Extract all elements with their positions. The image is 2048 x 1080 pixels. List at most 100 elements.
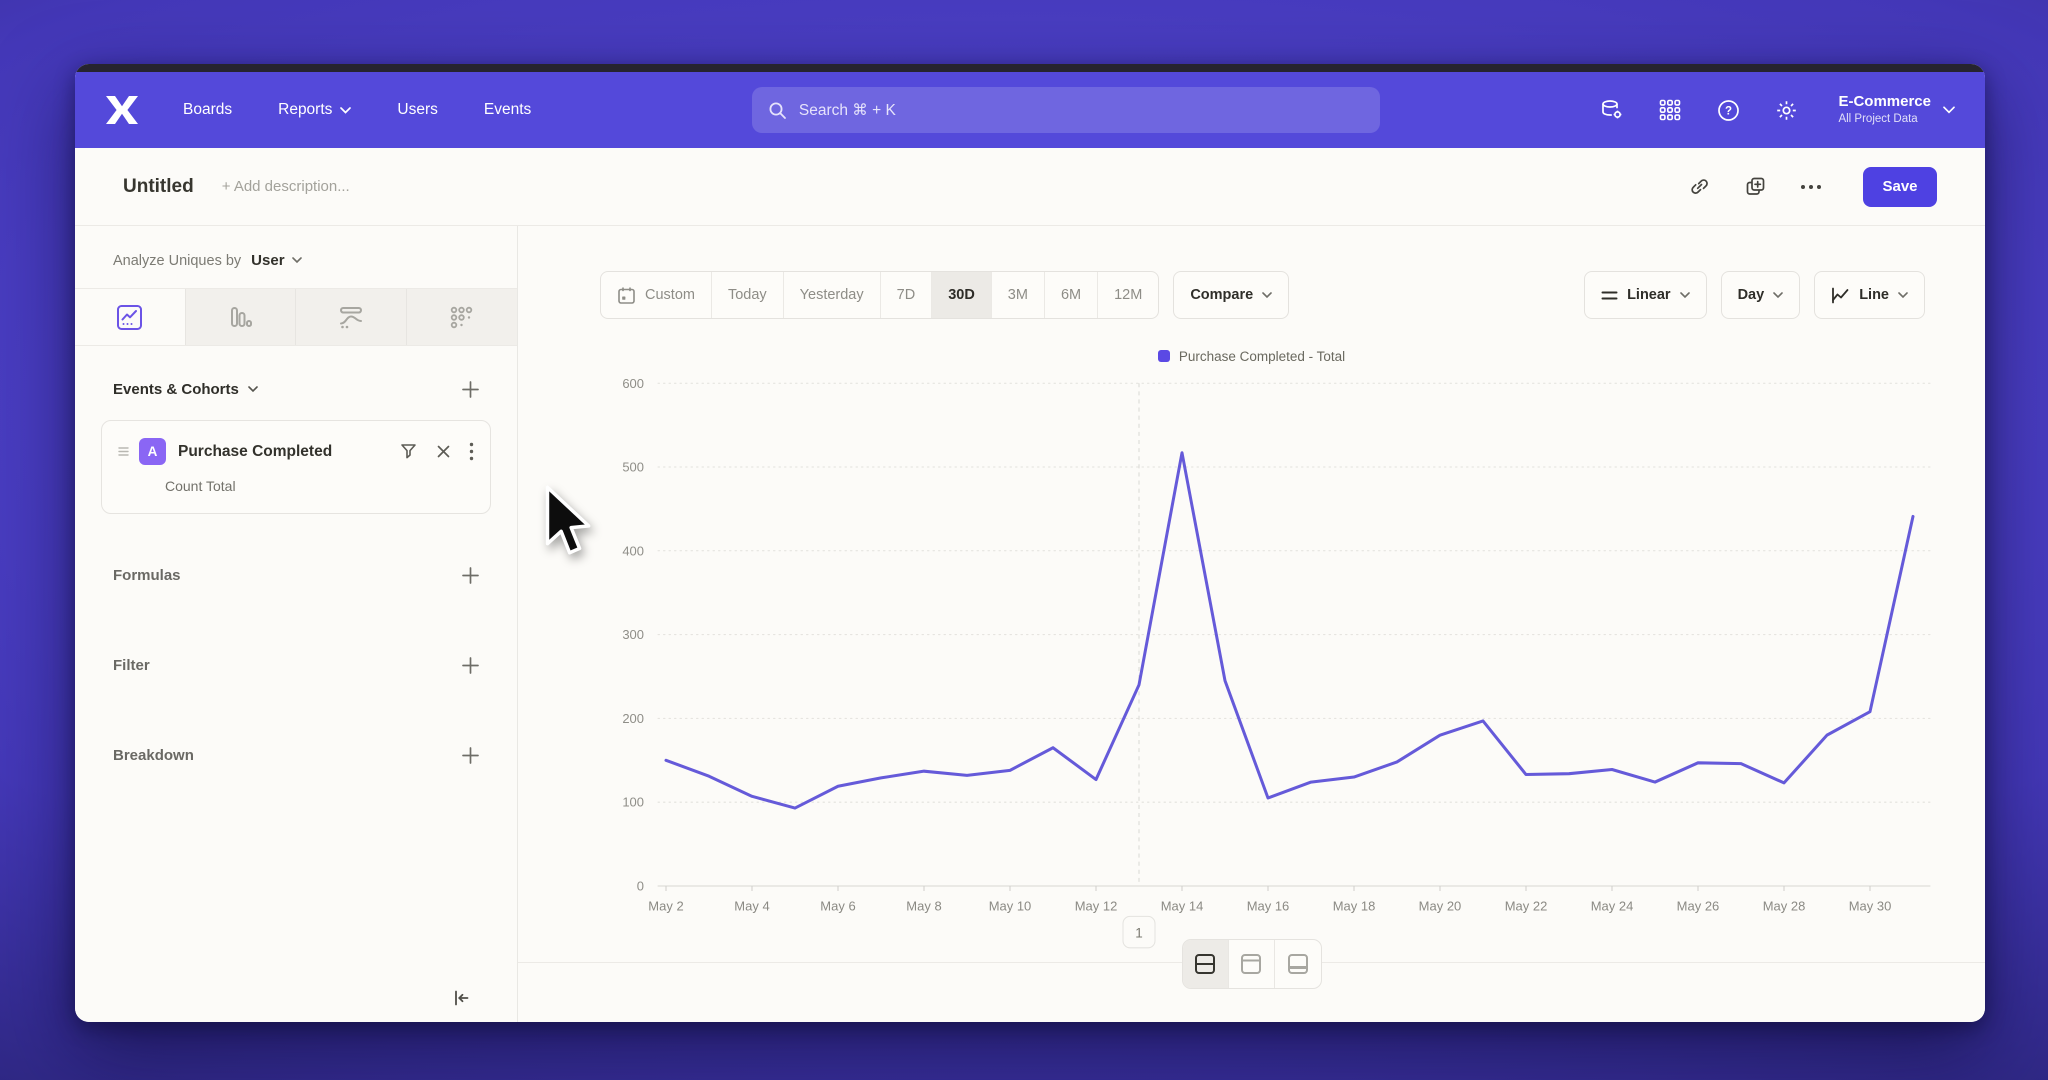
save-button[interactable]: Save [1863,166,1937,207]
date-range-yesterday[interactable]: Yesterday [784,272,881,318]
date-range-label: Today [727,287,767,303]
search-placeholder: Search ⌘ + K [798,101,896,119]
event-name[interactable]: Purchase Completed [178,442,333,460]
svg-text:1: 1 [1135,926,1143,941]
nav-item-label: Events [483,101,532,118]
scale-label: Linear [1627,287,1671,303]
event-card-actions [399,442,474,461]
event-measurement[interactable]: Count Total [165,478,236,494]
annotation-marker[interactable]: 1 [1122,915,1156,949]
date-range-label: 7D [896,287,916,303]
tab-funnels[interactable] [185,289,296,345]
chart-type-label: Line [1859,287,1889,303]
content-area: Analyze Uniques by User [75,226,1985,1022]
formulas-label: Formulas [113,566,181,584]
retention-dots-icon [451,306,473,328]
chart-toolbar: Custom Today Yesterday 7D 30D 3M 6M 12M … [518,271,1985,319]
add-breakdown-button[interactable] [461,746,479,764]
nav-item-events[interactable]: Events [484,101,531,119]
top-nav: Boards Reports Users Events Search ⌘ + K [75,72,1985,148]
date-range-today[interactable]: Today [712,272,784,318]
date-range-label: 3M [1007,287,1028,303]
line-chart: 0 100 200 300 400 500 600 May 2 May 4 May 6 May 8 M… [622,376,1931,949]
compare-button[interactable]: Compare [1173,271,1290,319]
date-range-custom[interactable]: Custom [601,272,712,318]
date-range-7d[interactable]: 7D [881,272,933,318]
filter-label: Filter [113,656,150,674]
project-switcher[interactable]: E-Commerce All Project Data [1838,93,1955,126]
x-axis-tick-label: May 8 [906,898,941,913]
event-card-row: A Purchase Completed [118,438,474,465]
data-management-icon[interactable] [1600,98,1624,122]
tab-flows[interactable] [296,289,407,345]
search-input[interactable]: Search ⌘ + K [751,87,1380,133]
y-axis-tick-label: 100 [622,795,644,810]
drag-handle-icon[interactable] [118,446,129,457]
report-actions: Save [1687,166,1937,207]
layout-toggle-control [1181,939,1322,989]
event-series-badge: A [139,438,166,465]
copy-link-icon[interactable] [1687,175,1711,199]
add-filter-button[interactable] [461,656,479,674]
analyze-entity-value: User [251,252,285,269]
settings-gear-icon[interactable] [1774,98,1798,122]
apps-grid-icon[interactable] [1658,98,1682,122]
layout-top-icon [1241,954,1261,974]
help-icon[interactable]: ? [1716,98,1740,122]
x-axis-tick-label: May 30 [1849,898,1892,913]
project-name: E-Commerce [1838,93,1931,111]
interval-dropdown[interactable]: Day [1720,271,1801,319]
analyze-entity-dropdown[interactable]: User [251,252,302,269]
nav-item-users[interactable]: Users [397,101,437,119]
filter-icon[interactable] [399,442,418,461]
date-range-3m[interactable]: 3M [992,272,1045,318]
tab-insights[interactable] [75,289,186,345]
layout-bottom-view-button[interactable] [1275,940,1321,988]
layout-top-view-button[interactable] [1229,940,1275,988]
nav-item-boards[interactable]: Boards [183,101,232,119]
legend-swatch [1157,350,1170,362]
events-cohorts-label: Events & Cohorts [113,380,239,398]
date-range-label: Yesterday [799,287,864,303]
x-axis-tick-label: May 14 [1161,898,1204,913]
date-range-label: 12M [1114,287,1143,303]
y-axis-tick-label: 600 [622,376,644,391]
x-axis-tick-label: May 20 [1419,898,1462,913]
analyze-row: Analyze Uniques by User [75,226,517,288]
date-range-6m[interactable]: 6M [1045,272,1099,318]
nav-item-reports[interactable]: Reports [278,101,352,119]
report-title[interactable]: Untitled [123,175,194,197]
duplicate-icon[interactable] [1743,175,1767,199]
mixpanel-logo-icon[interactable] [105,96,141,124]
project-text: E-Commerce All Project Data [1838,93,1931,126]
svg-text:?: ? [1725,105,1732,117]
layout-split-icon [1195,954,1215,974]
nav-right: ? E-Commerce All Project Data [1600,93,1955,126]
chart-area: 0 100 200 300 400 500 600 May 2 May 4 May 6 May 8 M… [518,367,1985,962]
chart-type-dropdown[interactable]: Line [1814,271,1925,319]
date-range-control: Custom Today Yesterday 7D 30D 3M 6M 12M [600,271,1160,319]
insights-chart-icon [117,304,143,330]
more-options-icon[interactable] [1799,175,1823,199]
nav-item-label: Boards [183,101,233,118]
event-card[interactable]: A Purchase Completed Count Total [101,420,491,514]
series-line-purchase-completed[interactable] [664,451,1915,810]
layout-split-view-button[interactable] [1182,940,1229,988]
add-formula-button[interactable] [461,566,479,584]
y-axis-tick-label: 300 [622,627,644,642]
add-description-field[interactable]: + Add description... [221,178,350,195]
date-range-30d[interactable]: 30D [932,272,992,318]
kebab-menu-icon[interactable] [469,442,474,461]
chevron-down-icon [1262,291,1272,298]
add-event-button[interactable] [461,380,479,398]
analyze-prefix-label: Analyze Uniques by [113,252,242,269]
date-range-12m[interactable]: 12M [1098,272,1158,318]
remove-event-icon[interactable] [437,445,450,458]
collapse-sidebar-icon[interactable] [449,986,473,1010]
x-axis-tick-label: May 10 [989,898,1032,913]
events-cohorts-header: Events & Cohorts [75,346,517,410]
tab-retention[interactable] [406,289,517,345]
scale-dropdown[interactable]: Linear [1584,271,1707,319]
chart-legend[interactable]: Purchase Completed - Total [518,345,1985,367]
events-cohorts-title[interactable]: Events & Cohorts [113,381,258,398]
